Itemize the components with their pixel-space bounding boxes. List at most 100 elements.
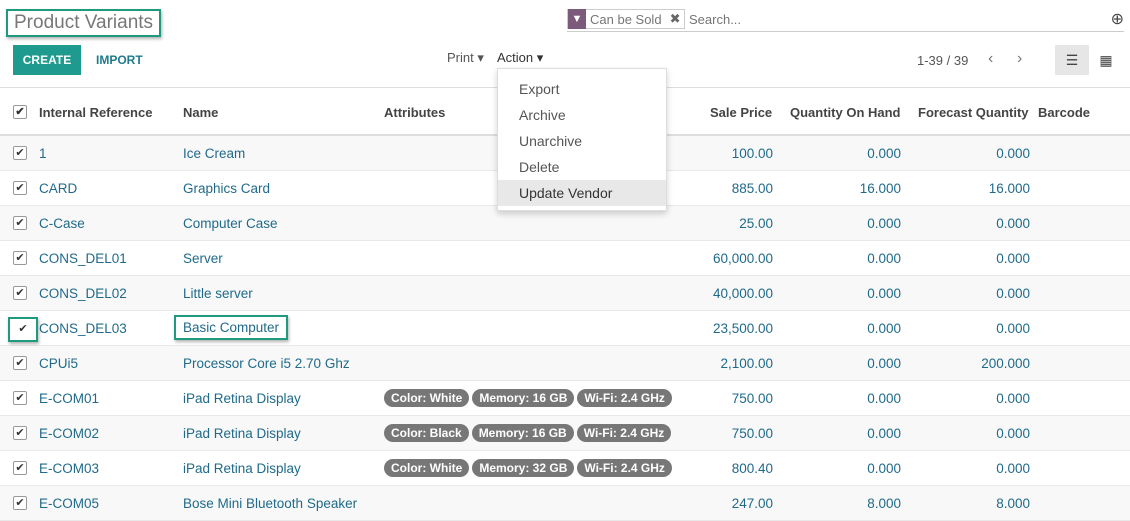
filter-facet[interactable]: ▼ Can be Sold ✖: [567, 9, 686, 29]
internal-reference: CONS_DEL02: [39, 286, 127, 301]
column-internal-reference[interactable]: Internal Reference: [39, 105, 153, 120]
quantity-on-hand: 0.000: [867, 356, 901, 371]
forecast-quantity: 0.000: [996, 426, 1030, 441]
quantity-on-hand: 0.000: [867, 461, 901, 476]
quantity-on-hand: 8.000: [867, 496, 901, 511]
row-checkbox[interactable]: ✔: [13, 426, 27, 440]
internal-reference: CONS_DEL03: [39, 321, 127, 336]
table-row[interactable]: ✔ CONS_DEL02 Little server 40,000.00 0.0…: [0, 276, 1130, 311]
table-row[interactable]: ✔ E-COM03 iPad Retina Display Color: Whi…: [0, 451, 1130, 486]
list-view-icon[interactable]: ☰: [1055, 45, 1089, 75]
product-name: Computer Case: [183, 216, 278, 231]
sale-price: 2,100.00: [720, 356, 773, 371]
internal-reference: C-Case: [39, 216, 85, 231]
filter-icon: ▼: [568, 9, 586, 29]
kanban-view-icon[interactable]: ▦: [1099, 51, 1113, 68]
row-checkbox[interactable]: ✔: [13, 146, 27, 160]
internal-reference: E-COM02: [39, 426, 100, 441]
row-checkbox[interactable]: ✔: [13, 286, 27, 300]
menu-item-delete[interactable]: Delete: [519, 159, 560, 175]
attribute-tag: Memory: 16 GB: [472, 389, 575, 407]
attribute-tag: Color: White: [384, 389, 470, 407]
action-dropdown[interactable]: Action ▾: [497, 50, 544, 65]
row-checkbox[interactable]: ✔: [8, 317, 38, 342]
attribute-tag: Color: Black: [384, 424, 469, 442]
row-checkbox[interactable]: ✔: [13, 356, 27, 370]
internal-reference: E-COM03: [39, 461, 100, 476]
quantity-on-hand: 0.000: [867, 426, 901, 441]
sale-price: 247.00: [731, 496, 773, 511]
import-button[interactable]: IMPORT: [96, 53, 143, 67]
product-name: Basic Computer: [174, 315, 289, 340]
action-menu: Export Archive Unarchive Delete Update V…: [497, 68, 667, 211]
attribute-tag: Memory: 16 GB: [471, 424, 574, 442]
table-row[interactable]: ✔ E-COM01 iPad Retina Display Color: Whi…: [0, 381, 1130, 416]
page-title: Product Variants: [6, 9, 162, 37]
quantity-on-hand: 16.000: [859, 181, 901, 196]
row-checkbox[interactable]: ✔: [13, 391, 27, 405]
product-name: Graphics Card: [183, 181, 271, 196]
table-row[interactable]: ✔ E-COM05 Bose Mini Bluetooth Speaker 24…: [0, 486, 1130, 521]
sale-price: 885.00: [731, 181, 773, 196]
table-row[interactable]: ✔ CONS_DEL01 Server 60,000.00 0.000 0.00…: [0, 241, 1130, 276]
forecast-quantity: 0.000: [996, 216, 1030, 231]
internal-reference: CARD: [39, 181, 78, 196]
row-checkbox[interactable]: ✔: [13, 181, 27, 195]
facet-label: Can be Sold: [590, 11, 662, 27]
forecast-quantity: 0.000: [996, 146, 1030, 161]
attribute-tag: Wi-Fi: 2.4 GHz: [577, 389, 672, 407]
attribute-tag: Color: White: [384, 459, 470, 477]
product-name: iPad Retina Display: [183, 426, 301, 441]
column-attributes[interactable]: Attributes: [384, 105, 446, 120]
forecast-quantity: 0.000: [996, 321, 1030, 336]
quantity-on-hand: 0.000: [867, 286, 901, 301]
row-checkbox[interactable]: ✔: [13, 461, 27, 475]
column-name[interactable]: Name: [183, 105, 219, 120]
remove-facet-icon[interactable]: ✖: [669, 11, 681, 26]
search-options-icon[interactable]: ⊕: [1110, 11, 1124, 28]
internal-reference: E-COM01: [39, 391, 100, 406]
menu-item-update-vendor[interactable]: Update Vendor: [498, 180, 666, 206]
sale-price: 800.40: [731, 461, 773, 476]
product-name: Little server: [183, 286, 253, 301]
search-input[interactable]: [687, 11, 1087, 28]
product-name: Server: [183, 251, 223, 266]
product-name: Processor Core i5 2.70 Ghz: [183, 356, 350, 371]
sale-price: 25.00: [739, 216, 773, 231]
forecast-quantity: 200.000: [981, 356, 1030, 371]
table-row[interactable]: ✔ CPUi5 Processor Core i5 2.70 Ghz 2,100…: [0, 346, 1130, 381]
pager-previous-icon[interactable]: ‹: [988, 50, 994, 67]
pager-next-icon[interactable]: ›: [1017, 50, 1023, 67]
internal-reference: 1: [39, 146, 47, 161]
quantity-on-hand: 0.000: [867, 321, 901, 336]
forecast-quantity: 0.000: [996, 391, 1030, 406]
column-forecast-quantity[interactable]: Forecast Quantity: [918, 105, 1029, 120]
print-dropdown[interactable]: Print ▾: [447, 50, 484, 65]
forecast-quantity: 0.000: [996, 251, 1030, 266]
search-bar[interactable]: ▼Can be Sold ✖ ⊕: [567, 8, 1124, 32]
row-checkbox[interactable]: ✔: [13, 251, 27, 265]
product-name: iPad Retina Display: [183, 391, 301, 406]
column-barcode[interactable]: Barcode: [1038, 105, 1091, 120]
menu-item-unarchive[interactable]: Unarchive: [519, 133, 583, 149]
pager-value[interactable]: 1-39 / 39: [917, 53, 969, 68]
attribute-tag: Wi-Fi: 2.4 GHz: [577, 459, 672, 477]
select-all-checkbox[interactable]: ✔: [13, 105, 27, 119]
row-checkbox[interactable]: ✔: [13, 216, 27, 230]
attributes: Color: Black Memory: 16 GB Wi-Fi: 2.4 GHz: [384, 424, 672, 442]
quantity-on-hand: 0.000: [867, 391, 901, 406]
create-button[interactable]: CREATE: [13, 45, 81, 75]
table-row[interactable]: ✔ C-Case Computer Case 25.00 0.000 0.000: [0, 206, 1130, 241]
column-quantity-on-hand[interactable]: Quantity On Hand: [790, 105, 901, 120]
product-name: iPad Retina Display: [183, 461, 301, 476]
sale-price: 750.00: [731, 426, 773, 441]
sale-price: 60,000.00: [712, 251, 773, 266]
forecast-quantity: 0.000: [996, 461, 1030, 476]
quantity-on-hand: 0.000: [867, 146, 901, 161]
row-checkbox[interactable]: ✔: [13, 496, 27, 510]
menu-item-export[interactable]: Export: [519, 81, 560, 97]
table-row[interactable]: ✔ E-COM02 iPad Retina Display Color: Bla…: [0, 416, 1130, 451]
column-sale-price[interactable]: Sale Price: [710, 105, 773, 120]
table-row[interactable]: ✔ CONS_DEL03 Basic Computer 23,500.00 0.…: [0, 311, 1130, 346]
menu-item-archive[interactable]: Archive: [519, 107, 566, 123]
